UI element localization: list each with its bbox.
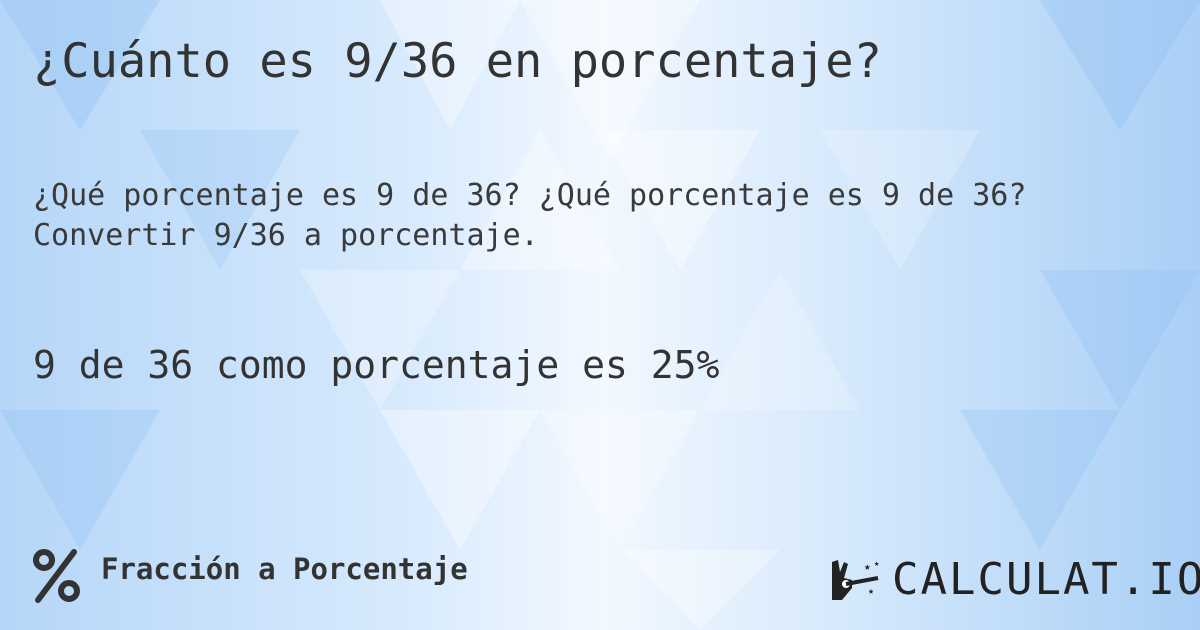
question-line-2: Convertir 9/36 a porcentaje.	[33, 218, 539, 253]
question-text: ¿Qué porcentaje es 9 de 36? ¿Qué porcent…	[33, 176, 1026, 256]
logo-text: CALCULAT.IO	[892, 554, 1200, 605]
category-label: Fracción a Porcentaje	[101, 552, 468, 586]
magic-hand-icon: ★ ★ ★	[832, 559, 880, 600]
calculat-logo[interactable]: ★ ★ ★ CALCULAT.IO	[828, 555, 1200, 605]
page-title: ¿Cuánto es 9/36 en porcentaje?	[33, 34, 882, 89]
svg-text:★: ★	[868, 586, 874, 597]
svg-text:★: ★	[864, 560, 871, 573]
question-line-1: ¿Qué porcentaje es 9 de 36? ¿Qué porcent…	[33, 178, 1027, 213]
percent-icon	[33, 549, 80, 603]
svg-text:★: ★	[874, 559, 880, 569]
answer-text: 9 de 36 como porcentaje es 25%	[33, 343, 720, 387]
